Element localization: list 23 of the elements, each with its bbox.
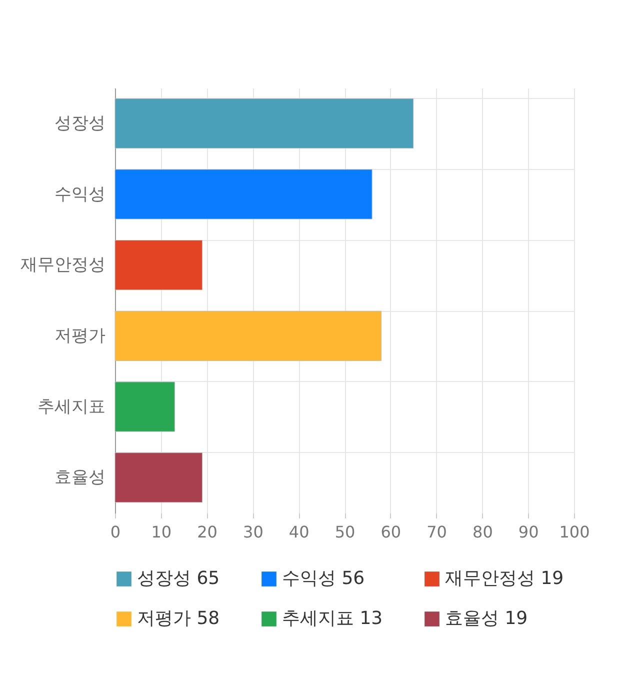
y-tick-label: 추세지표 bbox=[38, 396, 106, 417]
y-tick-label: 재무안정성 bbox=[20, 255, 106, 276]
legend-label: 추세지표 13 bbox=[282, 608, 383, 629]
y-tick-label: 수익성 bbox=[54, 184, 106, 204]
y-tick-label: 저평가 bbox=[54, 326, 106, 346]
legend-label: 저평가 58 bbox=[137, 608, 220, 629]
x-tick-label: 80 bbox=[472, 522, 493, 542]
y-tick-label: 효율성 bbox=[54, 468, 106, 488]
legend-label: 재무안정성 19 bbox=[445, 568, 564, 589]
y-tick-label: 성장성 bbox=[54, 113, 106, 134]
x-tick-label: 100 bbox=[559, 522, 590, 542]
legend-label: 성장성 65 bbox=[137, 568, 220, 589]
x-tick-label: 70 bbox=[426, 522, 447, 542]
x-tick-label: 90 bbox=[518, 522, 539, 542]
x-tick-label: 60 bbox=[380, 522, 402, 542]
x-tick-label: 40 bbox=[288, 522, 310, 542]
legend-label: 효율성 19 bbox=[445, 608, 528, 629]
x-tick-label: 20 bbox=[197, 522, 218, 542]
x-tick-label: 10 bbox=[151, 522, 172, 542]
x-tick-label: 0 bbox=[110, 522, 121, 542]
x-tick-label: 30 bbox=[243, 522, 264, 542]
legend-label: 수익성 56 bbox=[282, 568, 365, 589]
x-tick-label: 50 bbox=[334, 522, 356, 542]
